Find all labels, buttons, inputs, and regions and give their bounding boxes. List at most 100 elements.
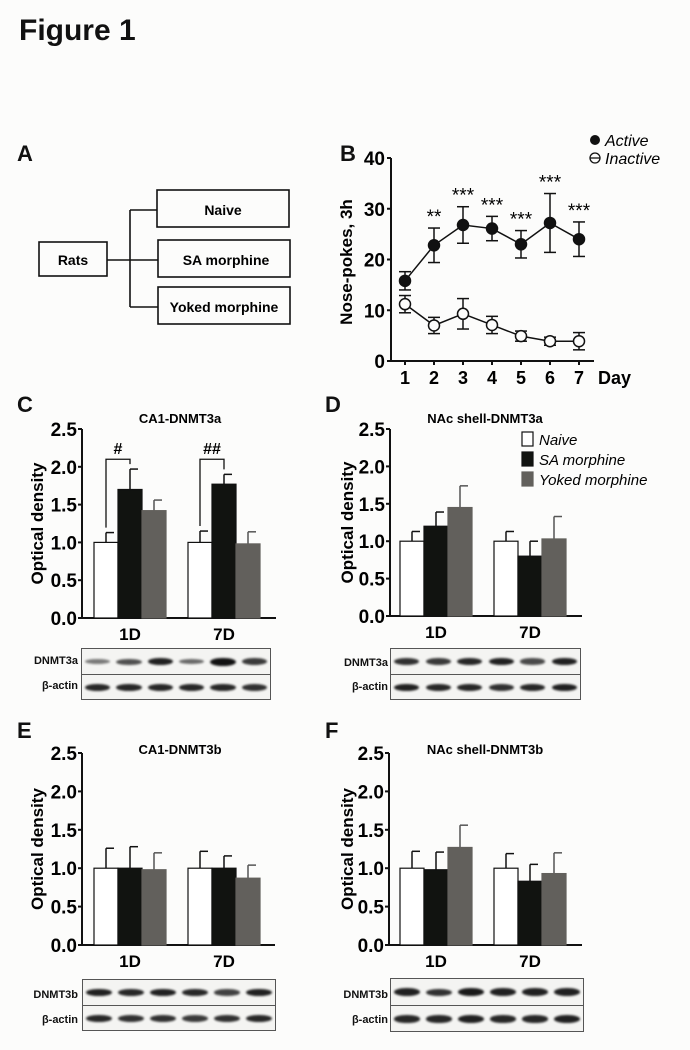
- bar-sa-morphine-1d: [423, 869, 449, 946]
- y-tick-label: 30: [364, 200, 385, 221]
- blot-target-row: [82, 649, 270, 674]
- blot-band: [488, 684, 514, 691]
- x-tick-label: 7D: [213, 952, 235, 971]
- panel-label-b: B: [340, 141, 356, 166]
- blot-band: [210, 657, 236, 666]
- blot-e-target-label: DNMT3b: [33, 989, 78, 1001]
- legend-swatch: [521, 451, 534, 467]
- blot-band: [182, 1015, 208, 1022]
- blot-band: [246, 1014, 272, 1023]
- blot-band: [426, 988, 452, 996]
- y-tick-label: 2.5: [358, 744, 385, 765]
- data-point-active: [514, 238, 528, 251]
- significance-bracket: [199, 458, 225, 527]
- data-point-active: [543, 216, 557, 230]
- legend-label: SA morphine: [539, 452, 625, 469]
- blot-band: [426, 1015, 452, 1023]
- y-tick-label: 1.5: [358, 821, 385, 842]
- panel-label-e: E: [17, 718, 32, 743]
- y-axis-label: Nose-pokes, 3h: [337, 199, 356, 325]
- bar-yoked-morphine-1d: [447, 846, 473, 946]
- chart-title: CA1-DNMT3a: [139, 411, 222, 426]
- x-tick-label: 4: [487, 368, 497, 388]
- data-point-active: [456, 218, 470, 232]
- data-point-inactive: [398, 297, 412, 311]
- y-tick-label: 1.5: [359, 495, 386, 516]
- blot-band: [147, 683, 173, 692]
- blot-band: [458, 988, 484, 996]
- bar-sa-morphine-7d: [517, 880, 543, 946]
- bar-naive-1d: [93, 867, 119, 946]
- panel-f-bar-chart: NAc shell-DNMT3b Optical density 0.0 0.5 1.0…: [338, 742, 582, 971]
- y-axis-label: Optical density: [338, 788, 357, 910]
- panel-d-bar-chart: NAc shell-DNMT3a Optical density 0.0 0.5 1.0…: [338, 411, 647, 642]
- x-tick-label: 3: [458, 368, 468, 388]
- legend-label: Yoked morphine: [539, 472, 647, 489]
- blot-f-image: [390, 978, 584, 1032]
- blot-band: [118, 1015, 144, 1022]
- y-tick-label: 40: [364, 149, 385, 170]
- data-point-active: [398, 274, 412, 288]
- y-axis-label: Optical density: [338, 461, 357, 583]
- blot-band: [522, 988, 548, 996]
- significance-marker: ***: [568, 201, 591, 222]
- blot-band: [241, 658, 267, 665]
- significance-marker: #: [114, 441, 123, 458]
- blot-band: [554, 1015, 580, 1023]
- blot-d-control-label: β-actin: [351, 681, 388, 693]
- blot-band: [554, 988, 580, 996]
- rats-label: Rats: [58, 252, 89, 268]
- bar-yoked-morphine-1d: [141, 510, 167, 619]
- blot-band: [116, 658, 142, 665]
- blot-c-control-label: β-actin: [41, 680, 78, 692]
- blot-band: [394, 988, 420, 996]
- y-tick-label: 1.0: [358, 859, 384, 880]
- panel-e-bar-chart: CA1-DNMT3b Optical density 0.0 0.5 1.0 1.5 2.0…: [28, 742, 275, 971]
- blot-d-image: [390, 648, 581, 700]
- bar-naive-7d: [187, 541, 213, 619]
- y-tick-label: 2.0: [358, 782, 384, 803]
- blot-target-row: [391, 979, 583, 1005]
- significance-bracket: [105, 458, 131, 528]
- blot-band: [246, 988, 272, 997]
- yoked-morphine-box: [157, 286, 291, 325]
- y-tick-label: 0: [374, 352, 385, 373]
- bar-yoked-morphine-7d: [235, 877, 261, 946]
- blot-band: [86, 988, 112, 997]
- group-label-naive: Naive: [204, 202, 242, 218]
- bar-sa-morphine-1d: [423, 525, 449, 617]
- blot-band: [214, 1015, 240, 1022]
- y-tick-label: 2.5: [359, 420, 386, 441]
- bar-sa-morphine-7d: [517, 555, 543, 617]
- blot-band: [520, 658, 546, 665]
- blot-band: [522, 1015, 548, 1023]
- y-tick-label: 0.0: [51, 609, 77, 630]
- bar-sa-morphine-7d: [211, 483, 237, 619]
- bar-naive-1d: [399, 540, 425, 617]
- blot-band: [457, 683, 483, 692]
- blot-target-row: [83, 980, 275, 1005]
- sa-morphine-box: [157, 239, 291, 278]
- legend-label: Naive: [539, 432, 577, 449]
- y-tick-label: 0.5: [358, 898, 385, 919]
- y-tick-label: 1.5: [51, 821, 78, 842]
- blot-band: [551, 657, 577, 666]
- bar-yoked-morphine-1d: [141, 869, 167, 946]
- blot-band: [147, 657, 173, 666]
- blot-e-control-label: β-actin: [41, 1014, 78, 1026]
- blot-control-row: [83, 1005, 275, 1031]
- panel-label-c: C: [17, 392, 33, 417]
- blot-band: [425, 683, 451, 692]
- y-tick-label: 2.0: [359, 457, 385, 478]
- y-tick-label: 1.5: [51, 496, 78, 517]
- blot-band: [179, 683, 205, 692]
- y-tick-label: 0.0: [51, 936, 77, 957]
- legend-label-active: Active: [604, 133, 649, 150]
- y-tick-label: 2.0: [51, 458, 77, 479]
- group-label-yoked-morphine: Yoked morphine: [170, 299, 279, 315]
- y-tick-label: 1.0: [51, 533, 77, 554]
- y-tick-label: 2.5: [51, 744, 78, 765]
- blot-e-image: [82, 979, 276, 1031]
